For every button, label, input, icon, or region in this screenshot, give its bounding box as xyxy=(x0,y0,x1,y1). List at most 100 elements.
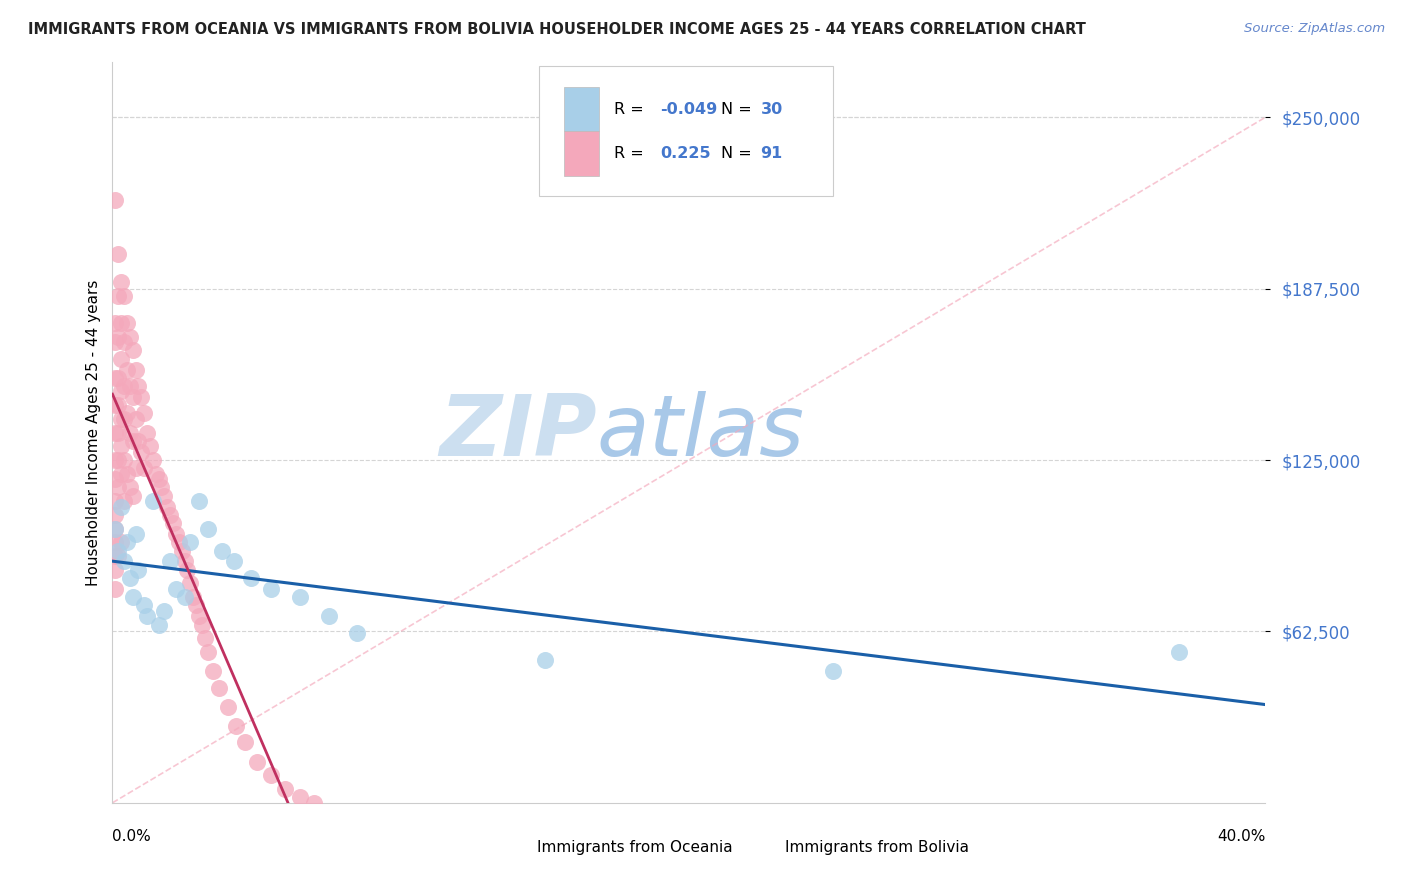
Point xyxy=(304,796,326,810)
Point xyxy=(115,362,138,376)
Point xyxy=(121,343,143,358)
Point xyxy=(104,582,127,596)
Point xyxy=(107,398,129,412)
Point xyxy=(107,329,129,343)
Point xyxy=(107,549,129,563)
Point xyxy=(191,617,214,632)
Point xyxy=(110,467,132,481)
Point xyxy=(127,379,149,393)
Text: R =: R = xyxy=(614,102,650,117)
Point xyxy=(170,543,193,558)
Text: Immigrants from Bolivia: Immigrants from Bolivia xyxy=(785,839,969,855)
Point xyxy=(142,453,165,467)
Point xyxy=(136,425,159,440)
Text: N =: N = xyxy=(721,102,756,117)
Text: Immigrants from Oceania: Immigrants from Oceania xyxy=(537,839,733,855)
FancyBboxPatch shape xyxy=(741,832,776,862)
Point xyxy=(184,599,207,613)
Point xyxy=(110,500,132,514)
Point xyxy=(150,480,173,494)
Point xyxy=(233,735,256,749)
Point xyxy=(121,434,143,448)
Point xyxy=(211,543,233,558)
Point xyxy=(104,472,127,486)
Point xyxy=(112,453,135,467)
Text: R =: R = xyxy=(614,146,654,161)
Point xyxy=(107,543,129,558)
Point xyxy=(104,425,127,440)
Point xyxy=(165,582,187,596)
Point xyxy=(142,494,165,508)
Point xyxy=(104,316,127,330)
Point xyxy=(104,508,127,522)
Point xyxy=(239,571,262,585)
Point xyxy=(110,351,132,366)
Point xyxy=(159,508,181,522)
Point xyxy=(188,609,211,624)
Text: 40.0%: 40.0% xyxy=(1218,829,1265,844)
Point xyxy=(346,625,368,640)
Point xyxy=(104,535,127,549)
Text: IMMIGRANTS FROM OCEANIA VS IMMIGRANTS FROM BOLIVIA HOUSEHOLDER INCOME AGES 25 - : IMMIGRANTS FROM OCEANIA VS IMMIGRANTS FR… xyxy=(28,22,1085,37)
Point xyxy=(118,480,141,494)
Text: 91: 91 xyxy=(761,146,783,161)
Point xyxy=(165,527,187,541)
Point xyxy=(110,439,132,453)
Point xyxy=(104,335,127,350)
Point xyxy=(159,554,181,568)
Point xyxy=(139,439,162,453)
Text: N =: N = xyxy=(721,146,756,161)
Point xyxy=(104,398,127,412)
Point xyxy=(156,500,179,514)
Point xyxy=(104,453,127,467)
Point xyxy=(222,554,245,568)
Text: 30: 30 xyxy=(761,102,783,117)
Point xyxy=(104,549,127,563)
Point xyxy=(107,371,129,385)
Point xyxy=(197,645,219,659)
Text: ZIP: ZIP xyxy=(439,391,596,475)
Point xyxy=(162,516,184,530)
Point xyxy=(107,425,129,440)
Point xyxy=(104,522,127,536)
Point xyxy=(121,489,143,503)
Text: 0.0%: 0.0% xyxy=(112,829,152,844)
FancyBboxPatch shape xyxy=(564,87,599,131)
Point xyxy=(104,522,127,536)
Point xyxy=(121,390,143,404)
Point xyxy=(179,535,201,549)
Point xyxy=(176,563,198,577)
Point xyxy=(107,453,129,467)
Point xyxy=(104,563,127,577)
Point xyxy=(173,554,195,568)
Point xyxy=(107,247,129,261)
Point xyxy=(134,406,156,420)
Point xyxy=(153,489,176,503)
Point xyxy=(124,412,146,426)
Point xyxy=(124,461,146,475)
Point xyxy=(104,193,127,207)
Point xyxy=(134,461,156,475)
Text: Source: ZipAtlas.com: Source: ZipAtlas.com xyxy=(1244,22,1385,36)
Point xyxy=(821,664,844,678)
Point xyxy=(110,316,132,330)
Text: 0.225: 0.225 xyxy=(661,146,711,161)
Point xyxy=(110,412,132,426)
Point xyxy=(246,755,269,769)
Point xyxy=(197,522,219,536)
Point xyxy=(179,576,201,591)
Point xyxy=(118,379,141,393)
Point xyxy=(260,768,283,782)
Point xyxy=(112,554,135,568)
Point xyxy=(115,467,138,481)
Point xyxy=(115,406,138,420)
Point xyxy=(153,604,176,618)
Point xyxy=(167,535,190,549)
Point xyxy=(129,445,153,459)
Point xyxy=(534,653,557,667)
Point xyxy=(118,425,141,440)
Point xyxy=(145,467,167,481)
Point xyxy=(104,494,127,508)
Point xyxy=(127,563,149,577)
Point xyxy=(217,699,239,714)
